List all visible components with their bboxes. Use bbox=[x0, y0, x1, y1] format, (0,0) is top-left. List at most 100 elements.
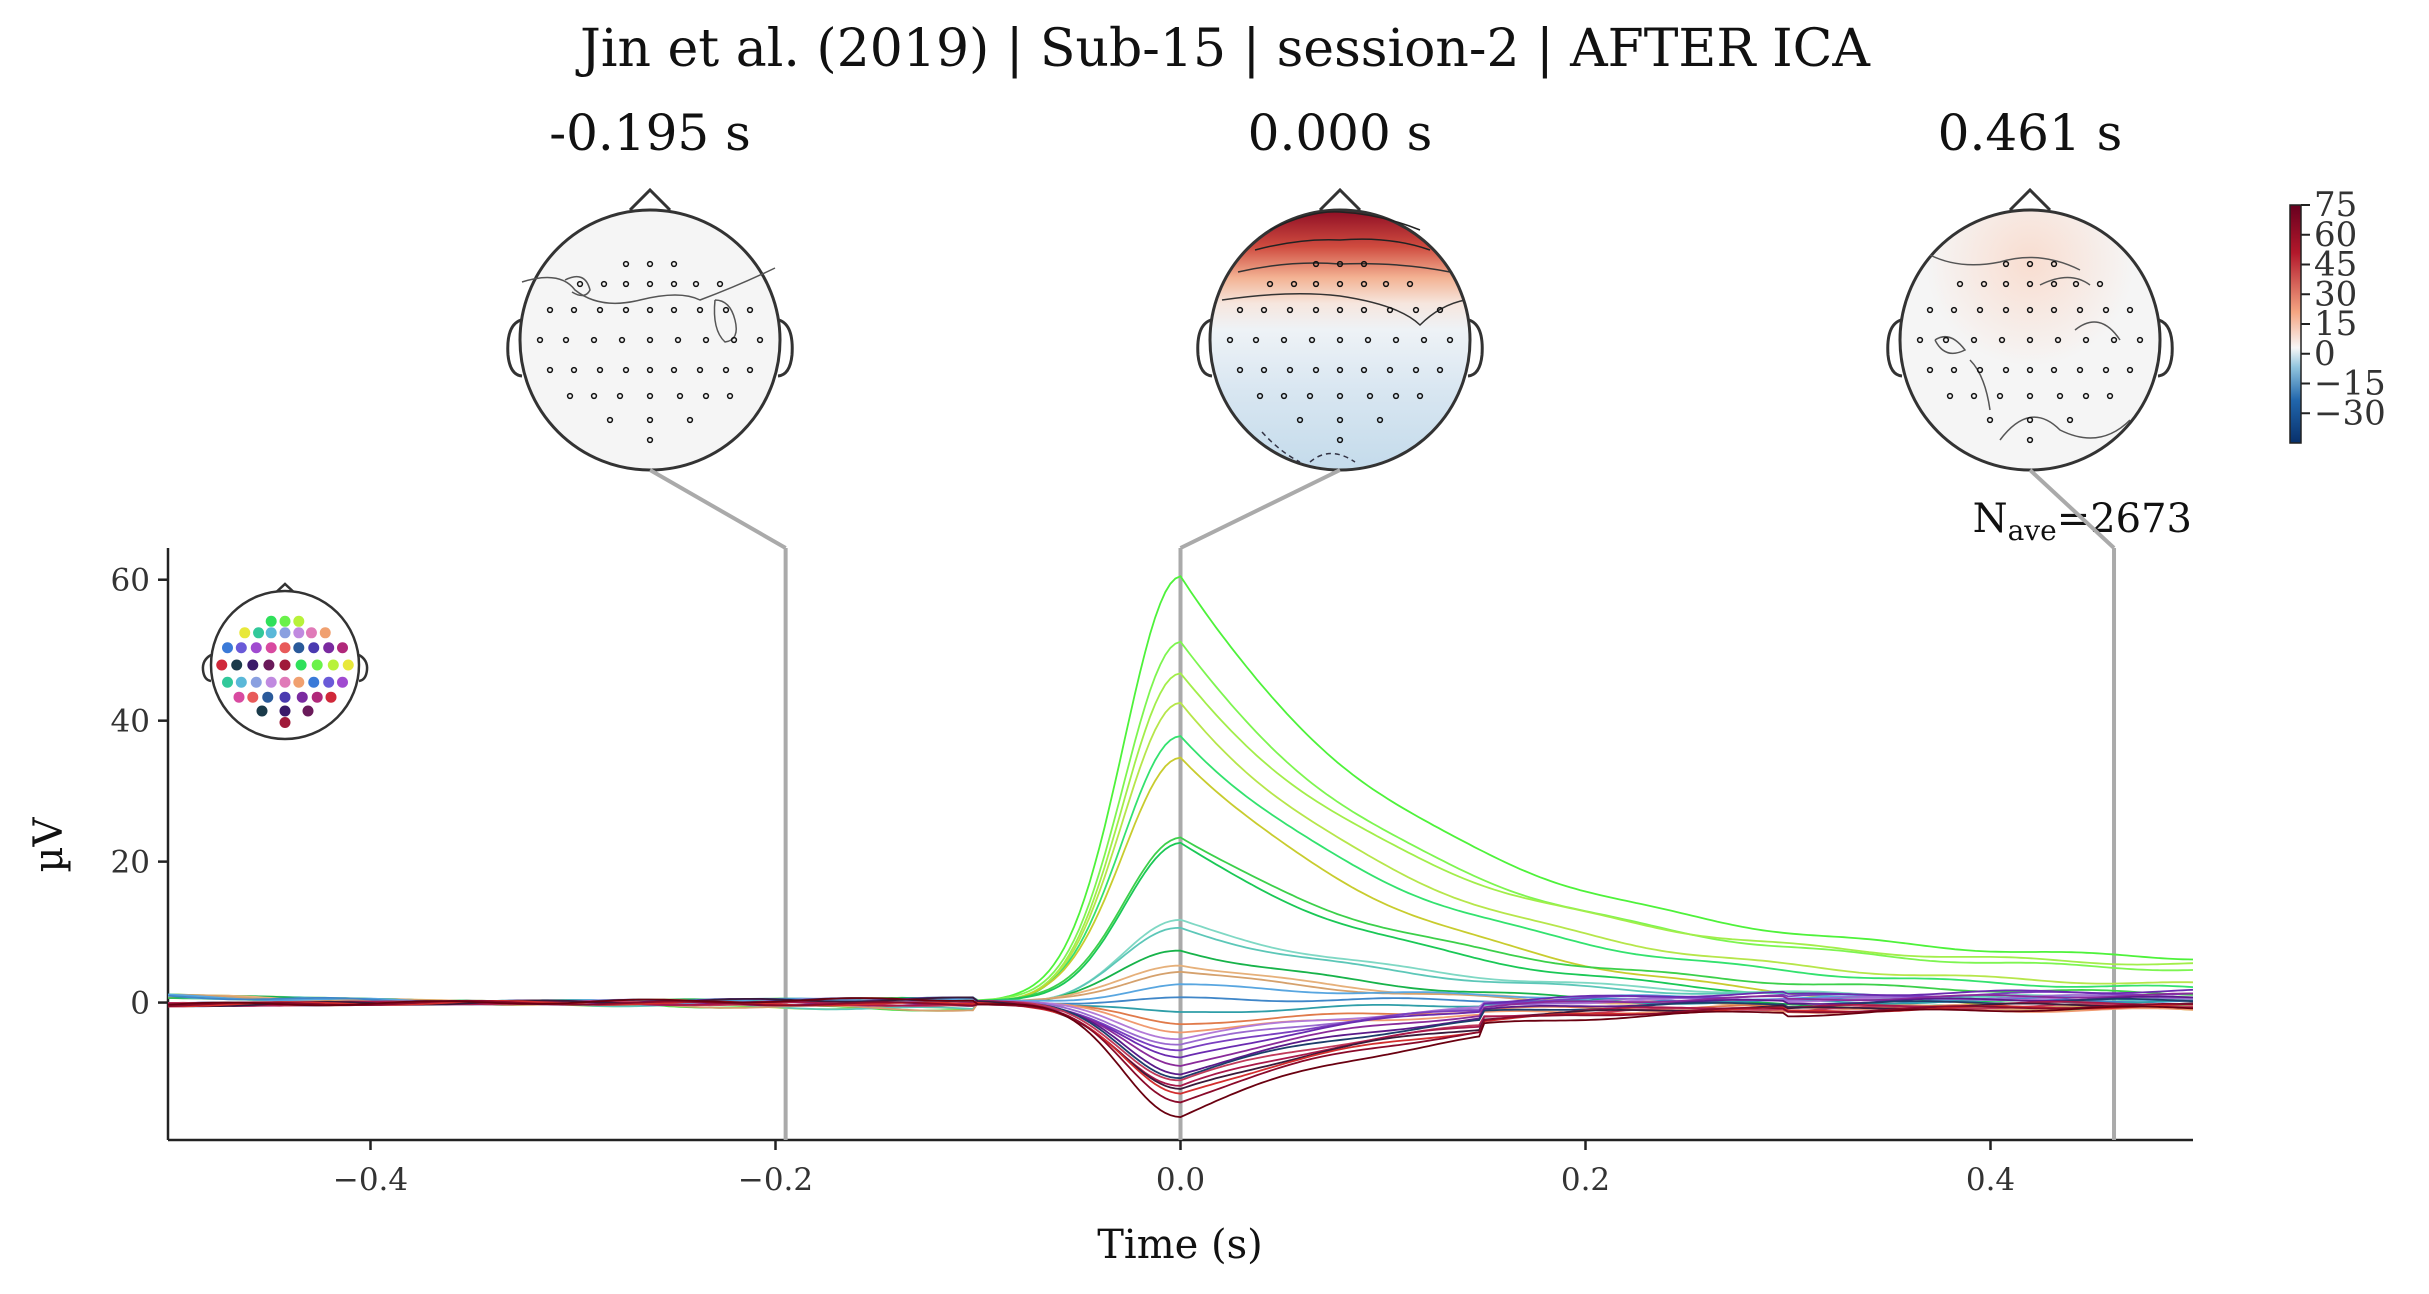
sensor-dot bbox=[2026, 416, 2034, 424]
sensor-dot bbox=[2096, 280, 2104, 288]
inset-sensor-dot bbox=[337, 642, 348, 654]
sensor-dot bbox=[2050, 306, 2058, 314]
sensor-dot bbox=[1336, 366, 1344, 374]
sensor-dot bbox=[676, 392, 684, 400]
x-tick-label: 0.4 bbox=[1966, 1162, 2015, 1198]
inset-sensor-dot bbox=[308, 676, 320, 688]
sensor-dot bbox=[1916, 336, 1924, 344]
sensor-dot bbox=[1412, 366, 1420, 374]
inset-sensor-dot bbox=[308, 642, 320, 654]
sensor-dot bbox=[590, 392, 598, 400]
sensor-dot bbox=[1336, 392, 1344, 400]
inset-sensor-dot bbox=[265, 615, 277, 627]
inset-sensor-dot bbox=[323, 676, 335, 688]
inset-sensor-dot bbox=[293, 615, 305, 627]
y-axis-label: µV bbox=[26, 816, 72, 872]
sensor-dot bbox=[1260, 306, 1268, 314]
inset-sensor-dot bbox=[279, 705, 291, 717]
sensor-dot bbox=[716, 280, 724, 288]
sensor-dot bbox=[622, 280, 630, 288]
inset-sensor-dot bbox=[265, 676, 277, 688]
topomap-2 bbox=[1196, 187, 1484, 472]
inset-sensor-dot bbox=[311, 659, 323, 671]
inset-sensor-dot bbox=[279, 717, 291, 728]
sensor-dot bbox=[730, 336, 738, 344]
sensor-dot bbox=[622, 260, 630, 268]
sensor-dot bbox=[1260, 366, 1268, 374]
sensor-dot bbox=[1312, 280, 1320, 288]
x-axis-label: Time (s) bbox=[1097, 1222, 1263, 1268]
sensor-dot bbox=[1360, 260, 1368, 268]
sensor-dot bbox=[2110, 336, 2118, 344]
sensor-dot bbox=[2026, 260, 2034, 268]
sensor-dot bbox=[1280, 392, 1288, 400]
sensor-dot bbox=[1252, 336, 1260, 344]
inset-sensor-dot bbox=[293, 676, 305, 688]
sensor-dot bbox=[1986, 416, 1994, 424]
sensor-dot bbox=[570, 366, 578, 374]
sensor-dot bbox=[2002, 280, 2010, 288]
inset-sensor-dot bbox=[256, 705, 268, 717]
sensor-dot bbox=[1312, 366, 1320, 374]
inset-sensor-dot bbox=[311, 691, 323, 703]
inset-sensor-dot bbox=[216, 659, 228, 671]
sensor-dot bbox=[1336, 306, 1344, 314]
sensor-dot bbox=[2026, 366, 2034, 374]
inset-sensor-dot bbox=[296, 691, 308, 703]
sensor-dot bbox=[1360, 280, 1368, 288]
colorbar-tick-label: 75 bbox=[2314, 185, 2357, 225]
sensor-dot bbox=[696, 306, 704, 314]
inset-sensor-dot bbox=[235, 676, 247, 688]
sensor-dot bbox=[2082, 392, 2090, 400]
sensor-dot bbox=[2026, 392, 2034, 400]
sensor-dot bbox=[1386, 306, 1394, 314]
sensor-dot bbox=[2082, 336, 2090, 344]
sensor-dot bbox=[1360, 306, 1368, 314]
inset-sensor-dot bbox=[263, 659, 275, 671]
sensor-dot bbox=[2050, 260, 2058, 268]
x-tick-label: 0.2 bbox=[1561, 1162, 1610, 1198]
sensor-dot bbox=[546, 366, 554, 374]
sensor-dot bbox=[2026, 306, 2034, 314]
x-tick-label: −0.2 bbox=[738, 1162, 813, 1198]
sensor-dot bbox=[756, 336, 764, 344]
sensor-dot bbox=[646, 260, 654, 268]
topomap-3-title: 0.461 s bbox=[1938, 104, 2123, 162]
sensor-dot bbox=[646, 366, 654, 374]
nave-label: Nave=2673 bbox=[1973, 496, 2192, 547]
sensor-dot bbox=[2026, 280, 2034, 288]
sensor-dot bbox=[1436, 306, 1444, 314]
sensor-dot bbox=[1420, 336, 1428, 344]
inset-sensor-dot bbox=[239, 627, 251, 639]
inset-sensor-dot bbox=[279, 642, 291, 654]
sensor-dot bbox=[2126, 306, 2134, 314]
connector-line bbox=[649, 468, 787, 550]
sensor-dot bbox=[618, 336, 626, 344]
x-ticks: −0.4 −0.2 0.0 0.2 0.4 bbox=[333, 1140, 2015, 1198]
sensor-dot bbox=[1286, 366, 1294, 374]
colorbar-tick-label: 30 bbox=[2314, 274, 2357, 314]
sensor-dot bbox=[1976, 366, 1984, 374]
sensor-dot bbox=[1256, 392, 1264, 400]
sensor-dot bbox=[1336, 416, 1344, 424]
sensor-dot bbox=[702, 392, 710, 400]
inset-sensor-dot bbox=[265, 642, 277, 654]
sensor-dot bbox=[1236, 366, 1244, 374]
y-tick-label: 60 bbox=[111, 563, 150, 599]
colorbar-tick-label: −30 bbox=[2314, 393, 2386, 433]
inset-sensor-dot bbox=[247, 691, 259, 703]
sensor-dot bbox=[646, 306, 654, 314]
sensor-dot bbox=[1392, 336, 1400, 344]
sensor-dot bbox=[722, 366, 730, 374]
figure-title: Jin et al. (2019) | Sub-15 | session-2 |… bbox=[575, 19, 1871, 79]
sensor-dot bbox=[1290, 280, 1298, 288]
sensor-dot bbox=[1306, 392, 1314, 400]
sensor-dot bbox=[1412, 306, 1420, 314]
series-group bbox=[168, 575, 2193, 1119]
sensor-dot bbox=[1312, 306, 1320, 314]
sensor-dot bbox=[2050, 280, 2058, 288]
sensor-dot bbox=[1286, 306, 1294, 314]
inset-sensor-dot bbox=[293, 627, 305, 639]
inset-sensor-dot bbox=[279, 691, 291, 703]
